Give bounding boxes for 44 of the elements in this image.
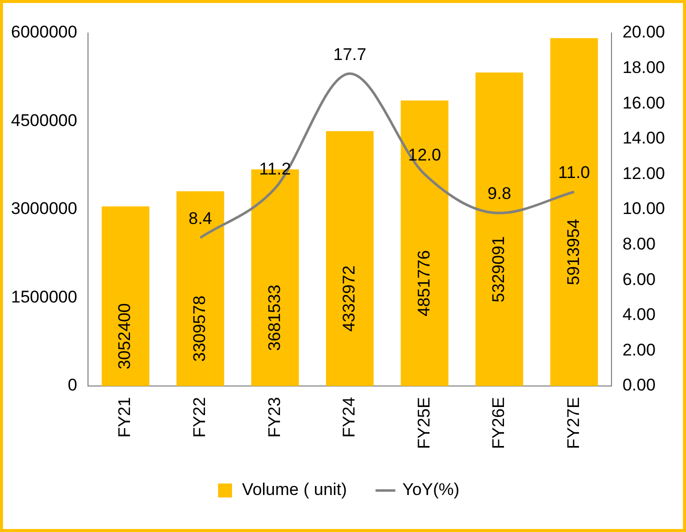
y2-tick-label: 8.00 (622, 234, 656, 254)
x-tick-label: FY21 (115, 397, 134, 438)
data-label: 17.7 (333, 44, 366, 64)
bar (550, 38, 598, 386)
y-tick-label: 3000000 (10, 199, 78, 218)
bar (102, 206, 150, 386)
legend-label: YoY(%) (402, 480, 460, 500)
y2-tick-label: 18.00 (622, 58, 666, 77)
data-label: 4851776 (414, 250, 434, 316)
y-tick-label: 6000000 (10, 22, 78, 42)
y2-tick-label: 14.00 (622, 128, 666, 148)
y2-tick-label: 12.00 (622, 164, 666, 183)
data-label: 5913954 (564, 218, 583, 286)
y-tick-label: 4500000 (10, 110, 78, 130)
data-label: 3681533 (264, 284, 284, 351)
y2-tick-label: 4.00 (622, 305, 656, 324)
x-tick-label: FY22 (190, 397, 209, 438)
data-label: 11.0 (558, 163, 590, 182)
data-label: 9.8 (488, 184, 512, 204)
data-label: 8.4 (188, 208, 212, 228)
x-tick-label: FY24 (340, 397, 359, 438)
bar (326, 131, 374, 386)
bar (176, 191, 224, 386)
bar (400, 100, 448, 386)
data-label: 3052400 (115, 303, 134, 370)
x-tick-label: FY23 (264, 397, 284, 438)
y2-tick-label: 6.00 (622, 270, 656, 289)
y2-tick-label: 16.00 (622, 93, 666, 112)
y2-tick-label: 20.00 (622, 22, 666, 42)
legend-label: Volume ( unit) (242, 480, 347, 500)
x-tick-label: FY26E (489, 397, 508, 450)
y2-tick-label: 10.00 (622, 199, 666, 218)
y-tick-label: 1500000 (10, 287, 78, 306)
data-label: 11.2 (259, 160, 291, 179)
data-label: 4332972 (340, 265, 359, 332)
bar (476, 72, 524, 386)
data-label: 12.0 (408, 145, 442, 164)
x-tick-label: FY25E (414, 397, 434, 450)
y-tick-label: 0 (68, 376, 78, 395)
y2-tick-label: 0.00 (622, 376, 656, 395)
data-label: 5329091 (489, 236, 508, 302)
y2-tick-label: 2.00 (622, 340, 656, 360)
data-label: 3309578 (190, 296, 209, 362)
x-tick-label: FY27E (564, 397, 583, 450)
